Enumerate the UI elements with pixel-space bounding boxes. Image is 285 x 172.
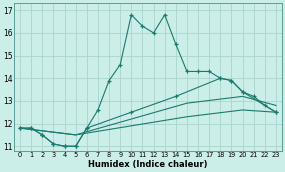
X-axis label: Humidex (Indice chaleur): Humidex (Indice chaleur) xyxy=(88,159,208,169)
